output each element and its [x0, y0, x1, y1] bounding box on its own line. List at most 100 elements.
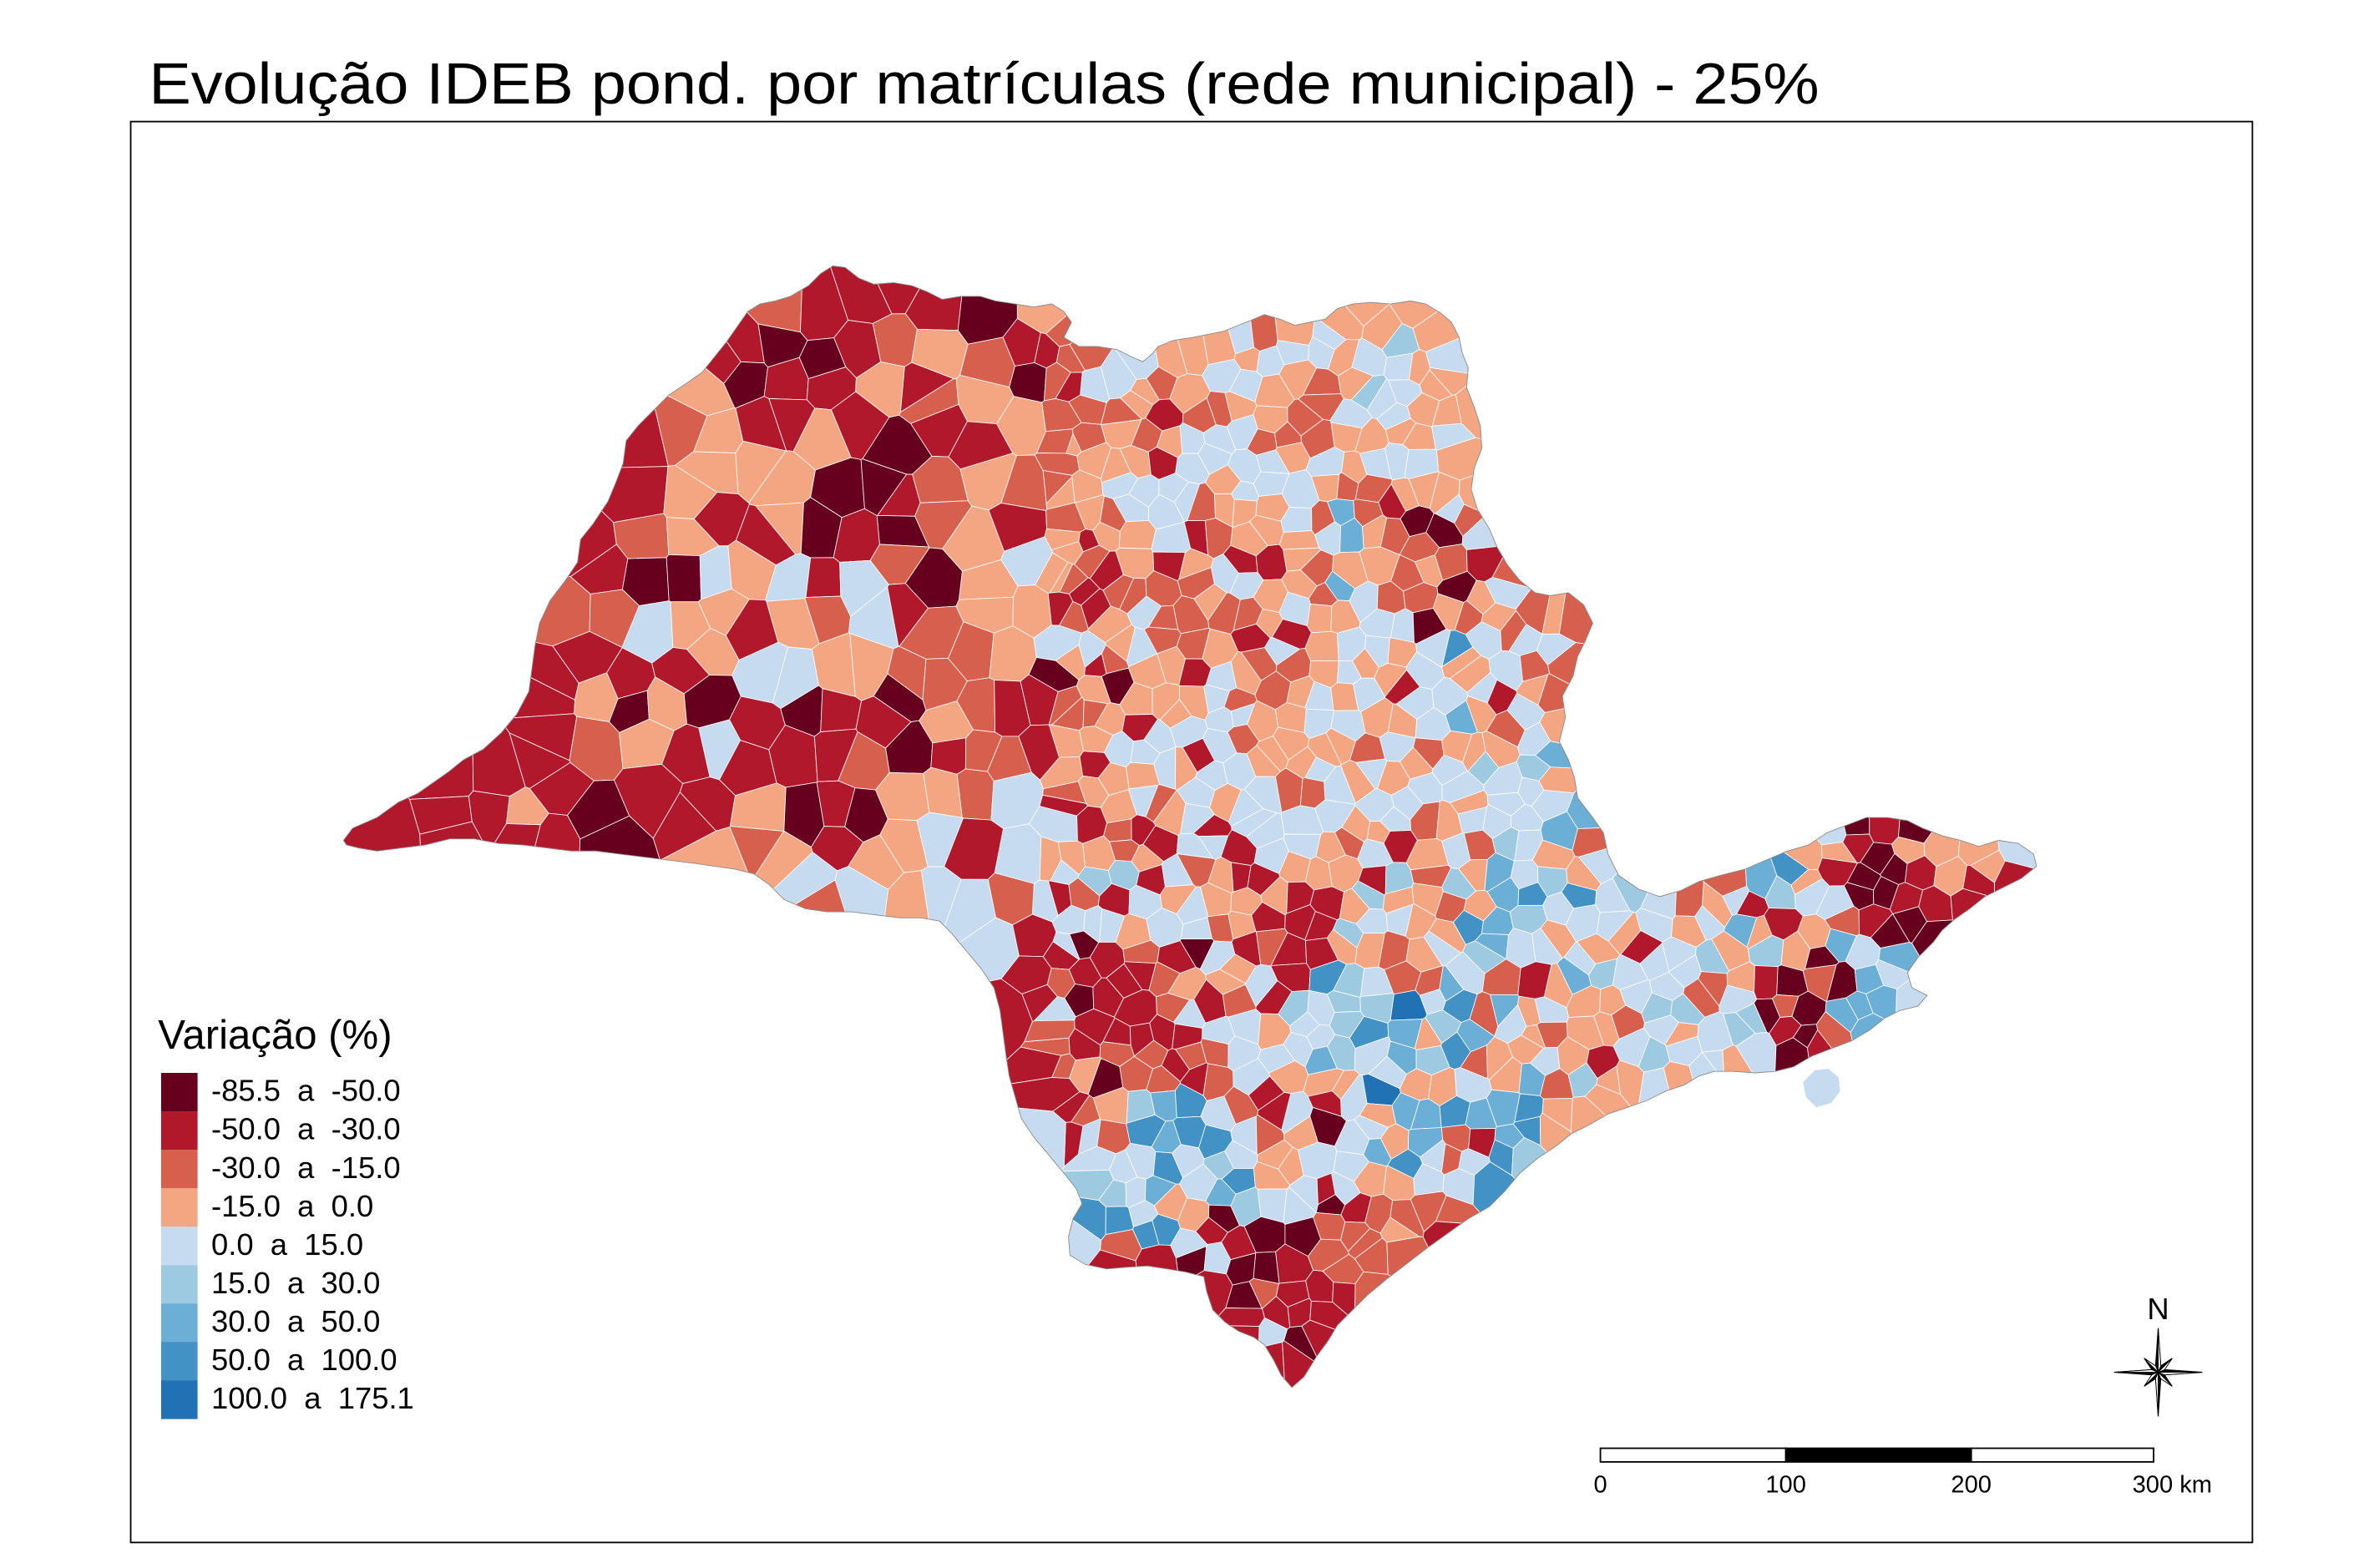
- municipality: [1455, 323, 1577, 453]
- municipality: [1547, 642, 1671, 710]
- municipality: [1386, 1236, 1478, 1346]
- municipality: [1538, 766, 1597, 794]
- municipality-layer: [343, 266, 2037, 1388]
- legend-swatch: [160, 1150, 198, 1189]
- municipality: [1567, 724, 1696, 829]
- legend-swatch: [160, 1380, 198, 1419]
- municipality: [805, 557, 842, 598]
- scale-label: 0: [1593, 1471, 1607, 1498]
- legend-swatch: [160, 1265, 198, 1304]
- legend-label: -50.0 a -30.0: [211, 1112, 401, 1146]
- municipality: [1304, 630, 1339, 662]
- north-label: N: [2147, 1292, 2169, 1326]
- legend-title: Variação (%): [158, 1013, 392, 1058]
- municipality: [923, 766, 963, 818]
- legend-label: -30.0 a -15.0: [211, 1151, 401, 1185]
- municipality: [343, 669, 474, 800]
- legend: Variação (%) -85.5 a -50.0 -50.0 a -30.0…: [158, 1013, 414, 1419]
- municipality: [1754, 965, 1779, 1000]
- municipality: [1472, 1161, 1594, 1289]
- municipality: [1637, 1067, 1695, 1191]
- legend-swatch: [160, 1111, 198, 1151]
- municipality: [1570, 1095, 1678, 1222]
- municipality: [1850, 1013, 1956, 1134]
- municipality: [1719, 748, 1823, 871]
- legend-item: 0.0 a 15.0: [160, 1227, 363, 1266]
- municipality: [657, 266, 765, 364]
- municipality: [1253, 1251, 1280, 1284]
- scale-label: 100: [1765, 1471, 1806, 1498]
- municipality: [1278, 530, 1320, 550]
- legend-item: 15.0 a 30.0: [160, 1265, 380, 1304]
- north-arrow: N: [2113, 1292, 2203, 1417]
- municipality: [1911, 919, 2031, 1005]
- legend-item: -15.0 a 0.0: [160, 1188, 373, 1227]
- legend-item: -85.5 a -50.0: [160, 1073, 401, 1112]
- municipality: [343, 731, 426, 945]
- municipality: [1819, 721, 1870, 836]
- municipality: [1558, 513, 1677, 658]
- municipality: [621, 266, 742, 384]
- municipality: [1306, 604, 1333, 634]
- scale-label: 300 km: [2133, 1471, 2212, 1498]
- municipality: [956, 768, 995, 821]
- municipality: [419, 821, 493, 941]
- municipality: [1167, 1342, 1290, 1388]
- municipality: [666, 554, 702, 603]
- scale-segment: [1784, 1447, 1972, 1463]
- municipality: [1640, 827, 1679, 920]
- map-frame: [129, 120, 2254, 1544]
- municipality: [528, 331, 669, 470]
- municipality: [1135, 1244, 1181, 1354]
- municipality: [481, 439, 617, 578]
- municipality: [1898, 723, 1987, 844]
- legend-swatch: [160, 1342, 198, 1381]
- legend-item: -30.0 a -15.0: [160, 1150, 401, 1189]
- municipality: [1389, 266, 1522, 329]
- legend-swatch: [160, 1303, 198, 1343]
- municipality: [957, 266, 1018, 345]
- municipality: [1045, 266, 1147, 347]
- municipality: [1923, 786, 1965, 867]
- municipality: [1412, 266, 1538, 352]
- map-title: Evolução IDEB pond. por matrículas (rede…: [149, 51, 1819, 116]
- municipality: [1383, 352, 1414, 381]
- municipality: [557, 466, 669, 524]
- municipality: [1957, 745, 2000, 866]
- municipality: [1144, 1270, 1233, 1378]
- legend-label: 15.0 a 30.0: [211, 1266, 380, 1300]
- municipality: [462, 544, 591, 647]
- legend-label: 50.0 a 100.0: [211, 1343, 397, 1377]
- municipality: [1271, 266, 1400, 327]
- legend-swatch: [160, 1227, 198, 1266]
- municipality: [828, 266, 979, 315]
- state-border: [342, 266, 2037, 1388]
- municipality: [1282, 1340, 1399, 1388]
- legend-item: 50.0 a 100.0: [160, 1342, 397, 1381]
- municipality: [1118, 519, 1157, 549]
- scale-segment: [1970, 1447, 2154, 1463]
- scale-label: 200: [1951, 1471, 1992, 1498]
- municipality: [1741, 802, 1778, 899]
- municipality: [1301, 1319, 1422, 1388]
- legend-item: 30.0 a 50.0: [160, 1303, 380, 1343]
- legend-label: 0.0 a 15.0: [211, 1227, 363, 1262]
- legend-label: 100.0 a 175.1: [211, 1381, 414, 1415]
- legend-label: -85.5 a -50.0: [211, 1074, 401, 1108]
- legend-item: 100.0 a 175.1: [160, 1380, 414, 1419]
- legend-item: -50.0 a -30.0: [160, 1111, 401, 1151]
- municipality: [1994, 860, 2037, 987]
- municipality: [1950, 888, 2037, 1011]
- municipality: [596, 285, 736, 417]
- scale-segment: [1599, 1447, 1787, 1463]
- municipality: [1422, 1221, 1556, 1336]
- legend-swatch: [160, 1073, 198, 1112]
- municipality: [488, 823, 541, 938]
- municipality: [1511, 1137, 1619, 1258]
- municipality: [1491, 478, 1616, 589]
- municipality: [902, 978, 1033, 1119]
- municipality: [1676, 778, 1748, 897]
- municipality: [949, 1101, 1066, 1212]
- municipality: [1674, 832, 1704, 917]
